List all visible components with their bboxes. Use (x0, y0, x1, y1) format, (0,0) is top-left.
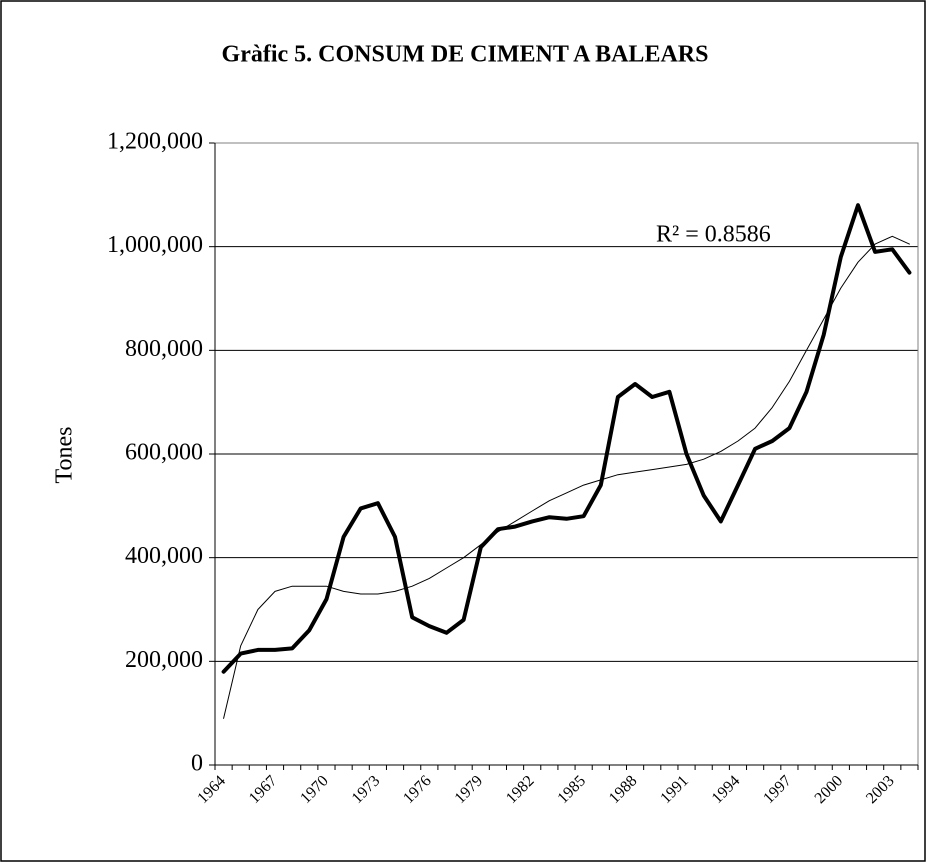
y-tick-label: 600,000 (125, 440, 203, 466)
series-line (223, 235, 910, 719)
chart-title: Gràfic 5. CONSUM DE CIMENT A BALEARS (222, 42, 709, 68)
y-tick-label: 400,000 (125, 543, 203, 569)
y-tick-label: 800,000 (125, 336, 203, 362)
y-tick-label: 1,200,000 (107, 129, 203, 155)
y-tick-label: 1,000,000 (107, 232, 203, 258)
annotation: R² = 0.8586 (656, 222, 771, 248)
y-tick-label: 200,000 (125, 647, 203, 673)
series-line (221, 203, 912, 674)
y-tick-label: 0 (191, 751, 203, 777)
y-axis-label: Tones (52, 427, 78, 484)
